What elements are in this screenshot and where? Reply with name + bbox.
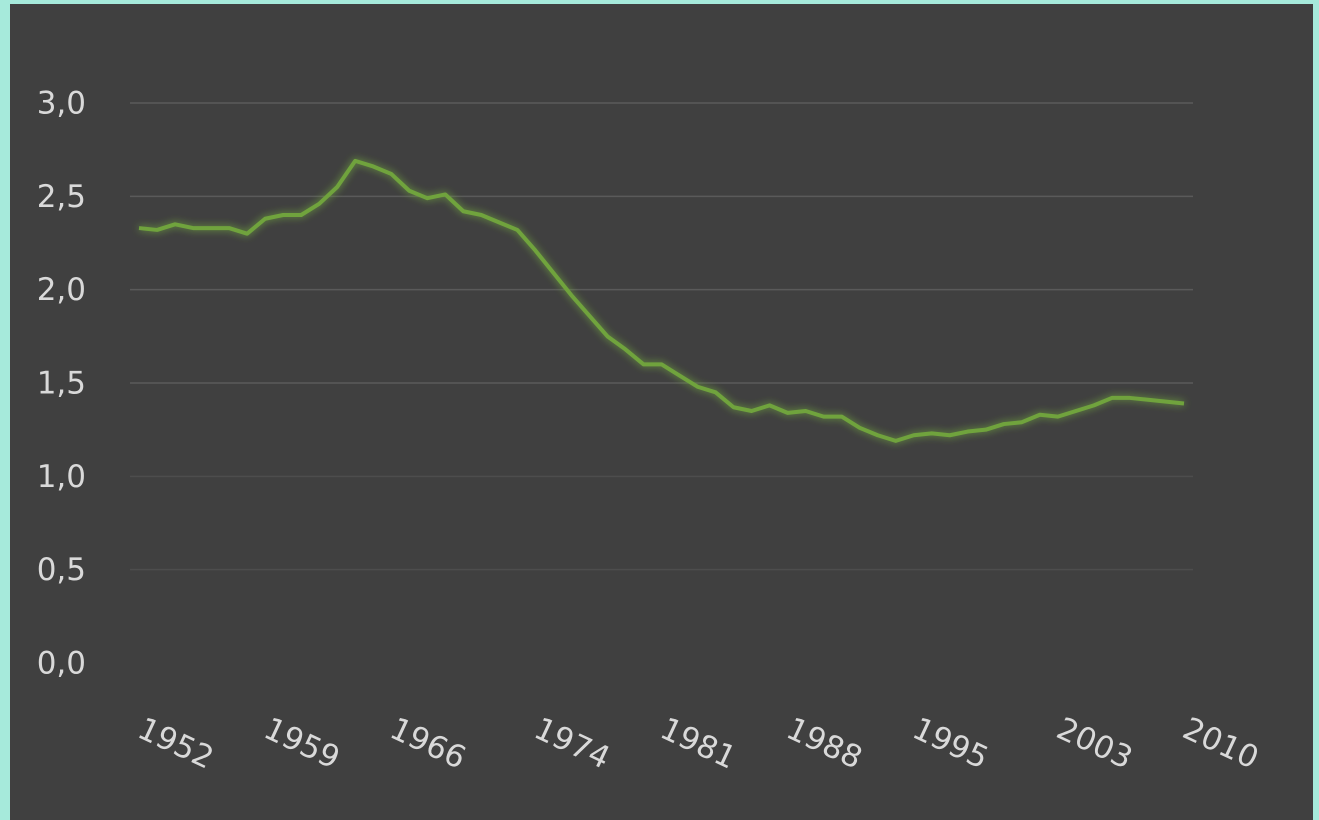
- y-tick-label: 0,5: [37, 552, 86, 588]
- y-tick-label: 2,0: [37, 272, 86, 308]
- y-tick-label: 0,0: [37, 646, 86, 682]
- chart-background: [10, 4, 1313, 820]
- y-tick-label: 1,0: [37, 459, 86, 495]
- y-tick-label: 3,0: [37, 86, 86, 122]
- line-series: [138, 158, 1185, 443]
- y-tick-label: 2,5: [37, 179, 86, 215]
- y-tick-label: 1,5: [37, 366, 86, 402]
